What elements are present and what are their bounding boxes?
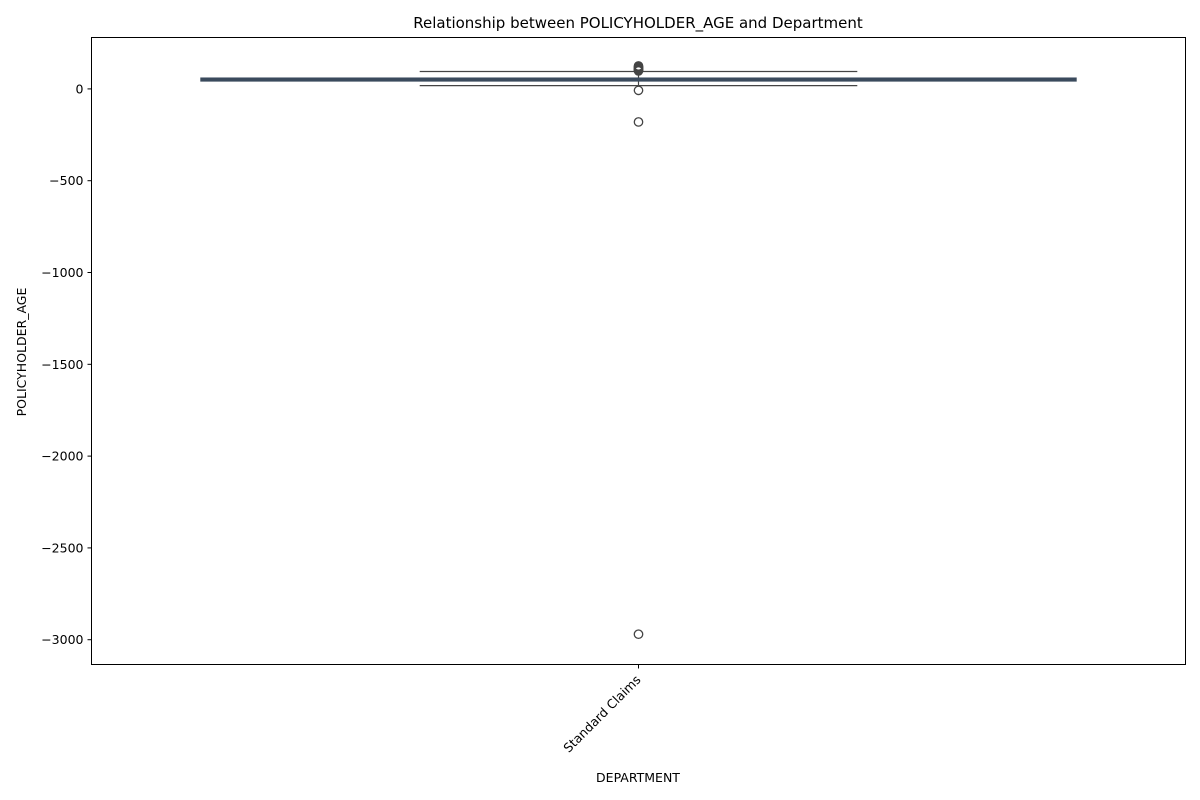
x-axis: Standard Claims (560, 664, 644, 755)
chart-title: Relationship between POLICYHOLDER_AGE an… (413, 14, 863, 33)
y-tick-label: −1000 (41, 265, 83, 280)
plot-area (200, 61, 1077, 640)
y-tick-label: 0 (76, 81, 84, 96)
y-tick-label: −1500 (41, 357, 83, 372)
y-tick-label: −3000 (41, 632, 83, 647)
x-tick-label: Standard Claims (560, 672, 643, 755)
axes-frame (91, 37, 1186, 665)
y-axis: 0 −500 −1000 −1500 −2000 −2500 −3000 (41, 81, 92, 647)
x-axis-title: DEPARTMENT (596, 770, 680, 785)
outlier-point (633, 117, 644, 127)
y-tick-label: −2500 (41, 540, 83, 555)
y-tick-label: −500 (49, 173, 83, 188)
y-axis-title: POLICYHOLDER_AGE (14, 288, 29, 417)
outlier-point (633, 629, 644, 640)
outlier-point (633, 85, 644, 96)
outlier-point (633, 61, 644, 71)
y-tick-label: −2000 (41, 449, 83, 464)
